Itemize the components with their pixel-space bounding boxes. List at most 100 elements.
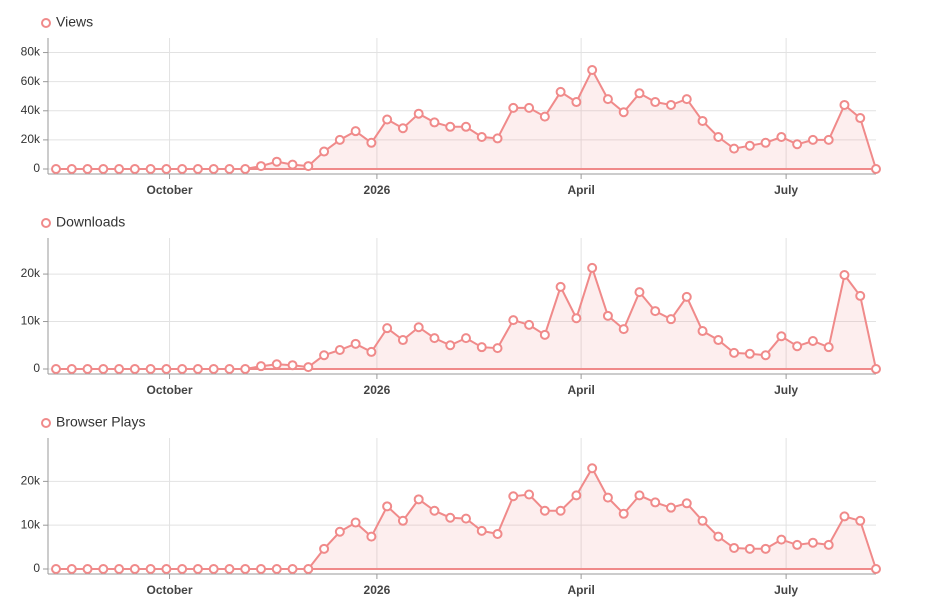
data-point: [319, 543, 330, 554]
data-point: [713, 131, 724, 142]
data-point: [240, 164, 251, 174]
data-point: [303, 161, 314, 172]
legend-marker: [41, 418, 51, 428]
legend-marker: [41, 218, 51, 228]
data-point: [82, 564, 93, 574]
data-point: [807, 134, 818, 145]
data-point: [429, 117, 440, 128]
data-point: [51, 364, 61, 374]
data-point: [82, 164, 93, 174]
data-point: [476, 525, 487, 536]
y-tick-label: 10k: [21, 517, 41, 531]
data-point: [129, 564, 140, 574]
data-point: [271, 564, 282, 574]
data-point: [334, 526, 345, 537]
data-point: [461, 121, 471, 132]
data-point: [792, 341, 803, 352]
data-point: [871, 564, 881, 574]
x-tick-label: April: [567, 383, 594, 397]
data-point: [192, 364, 203, 374]
x-tick-label: July: [774, 183, 798, 197]
data-point: [697, 326, 708, 337]
data-point: [287, 564, 298, 574]
data-point: [555, 86, 566, 97]
data-point: [650, 497, 661, 508]
data-point: [634, 287, 645, 298]
x-tick-label: April: [567, 183, 594, 197]
data-point: [240, 564, 251, 574]
data-point: [114, 564, 125, 574]
data-point: [807, 335, 818, 346]
y-tick-label: 20k: [21, 132, 41, 146]
data-point: [192, 564, 203, 574]
data-point: [555, 281, 566, 292]
data-point: [382, 114, 393, 125]
data-point: [823, 539, 834, 550]
data-point: [413, 494, 424, 505]
data-point: [208, 164, 219, 174]
data-point: [634, 490, 645, 501]
chart-title: Downloads: [56, 214, 125, 230]
data-point: [256, 564, 266, 574]
data-point: [271, 359, 282, 370]
data-point: [744, 140, 755, 151]
data-point: [681, 498, 692, 509]
data-point: [461, 513, 471, 524]
data-point: [650, 97, 661, 108]
x-tick-label: 2026: [364, 583, 391, 597]
data-point: [555, 505, 566, 516]
data-point: [350, 338, 361, 349]
data-point: [413, 322, 424, 333]
data-point: [839, 270, 850, 281]
data-point: [114, 364, 125, 374]
data-point: [587, 262, 598, 273]
x-tick-label: 2026: [364, 383, 391, 397]
data-point: [666, 314, 676, 325]
data-point: [224, 564, 235, 574]
data-point: [492, 133, 503, 144]
data-point: [208, 364, 219, 374]
data-point: [350, 126, 361, 137]
x-tick-label: 2026: [364, 183, 391, 197]
data-point: [366, 531, 377, 542]
data-point: [713, 531, 724, 542]
data-point: [98, 164, 109, 174]
data-point: [145, 164, 156, 174]
data-point: [871, 164, 881, 174]
area-fill: [56, 70, 876, 169]
x-tick-label: July: [774, 383, 798, 397]
data-point: [776, 534, 787, 545]
data-point: [208, 564, 219, 574]
data-point: [397, 335, 408, 346]
data-point: [729, 347, 740, 358]
data-point: [855, 290, 866, 301]
data-point: [429, 505, 440, 516]
data-point: [350, 517, 361, 528]
data-point: [66, 164, 77, 174]
data-point: [177, 164, 188, 174]
data-point: [319, 350, 330, 361]
data-point: [681, 94, 692, 105]
data-point: [492, 528, 503, 539]
y-tick-label: 60k: [21, 74, 41, 88]
data-point: [524, 102, 535, 113]
data-point: [177, 364, 188, 374]
data-point: [839, 511, 850, 522]
data-point: [177, 564, 188, 574]
data-point: [681, 291, 692, 302]
data-point: [476, 131, 487, 142]
data-point: [192, 164, 203, 174]
data-point: [744, 348, 755, 359]
data-point: [618, 324, 629, 335]
data-point: [256, 161, 266, 172]
data-point: [129, 164, 140, 174]
data-point: [287, 360, 298, 371]
data-point: [51, 164, 61, 174]
data-point: [397, 515, 408, 526]
chart-title: Views: [56, 14, 93, 30]
data-point: [776, 331, 787, 342]
data-point: [145, 364, 156, 374]
x-tick-label: April: [567, 583, 594, 597]
y-tick-label: 0: [33, 561, 40, 575]
data-point: [161, 364, 172, 374]
